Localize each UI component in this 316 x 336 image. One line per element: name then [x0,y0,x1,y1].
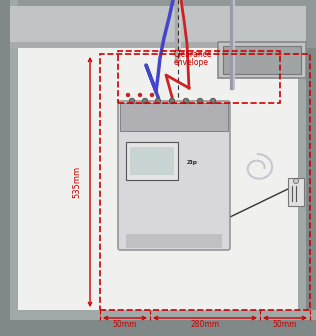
Bar [126,142,178,180]
FancyBboxPatch shape [118,101,230,250]
Bar [130,147,174,175]
Text: Zip: Zip [186,160,198,165]
Bar [306,48,316,310]
Circle shape [294,178,299,183]
Bar [18,48,298,310]
Bar [298,48,316,310]
Bar [10,42,306,48]
Bar [0,0,18,336]
Text: 535mm: 535mm [72,166,82,198]
Circle shape [210,98,216,104]
Circle shape [183,98,189,104]
Bar [10,6,306,42]
Circle shape [169,98,175,104]
Circle shape [150,93,154,97]
Bar [0,310,316,336]
Bar [218,42,306,78]
Text: 280mm: 280mm [191,320,220,329]
Text: envelope: envelope [174,58,209,67]
Bar [120,103,228,131]
Text: Clearance: Clearance [174,50,212,59]
Text: 50mm: 50mm [113,320,137,329]
Bar [0,0,316,48]
Bar [126,234,222,248]
Text: 50mm: 50mm [273,320,297,329]
Circle shape [126,93,130,97]
Circle shape [142,98,148,104]
Bar [0,0,10,336]
Circle shape [129,98,135,104]
Bar [118,51,280,103]
Bar [223,46,301,74]
Circle shape [155,98,161,104]
Circle shape [138,93,142,97]
Bar [100,54,310,310]
Bar [288,178,304,206]
Bar [0,320,316,336]
Circle shape [197,98,203,104]
